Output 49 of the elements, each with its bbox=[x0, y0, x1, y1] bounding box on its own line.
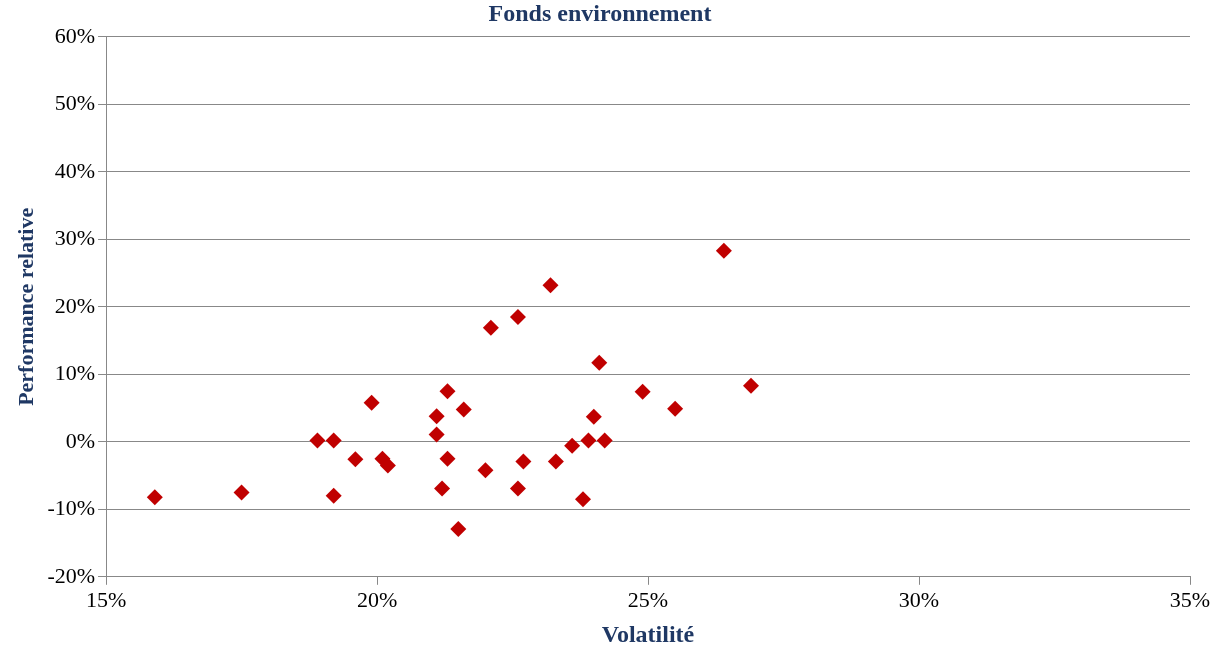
point bbox=[309, 432, 326, 449]
point bbox=[379, 457, 396, 474]
y-tick-label: 0% bbox=[65, 427, 96, 453]
y-tick-label: 20% bbox=[54, 292, 96, 318]
point bbox=[515, 453, 532, 470]
point bbox=[591, 354, 608, 371]
point bbox=[439, 383, 456, 400]
point bbox=[667, 400, 684, 417]
point bbox=[547, 453, 564, 470]
x-tick-label: 30% bbox=[898, 586, 940, 612]
point bbox=[542, 277, 559, 294]
y-tick-label: -10% bbox=[47, 495, 96, 521]
x-tick-label: 35% bbox=[1169, 586, 1211, 612]
point bbox=[580, 432, 597, 449]
y-tick-label: 30% bbox=[54, 225, 96, 251]
point bbox=[146, 489, 163, 506]
point bbox=[743, 377, 759, 394]
y-tick-label: -20% bbox=[47, 562, 96, 588]
point bbox=[450, 520, 467, 537]
y-tick-label: 60% bbox=[54, 22, 96, 48]
point bbox=[428, 426, 445, 443]
point bbox=[347, 451, 364, 468]
point bbox=[634, 383, 651, 400]
point bbox=[509, 308, 526, 325]
point bbox=[455, 401, 472, 418]
x-tick-label: 15% bbox=[85, 586, 127, 612]
point bbox=[477, 462, 494, 479]
point bbox=[325, 487, 342, 504]
point bbox=[428, 408, 445, 425]
chart-title: Fonds environnement bbox=[488, 0, 712, 26]
x-axis-title: Volatilité bbox=[601, 620, 695, 647]
point bbox=[434, 480, 451, 497]
y-tick-label: 40% bbox=[54, 157, 96, 183]
point bbox=[325, 432, 342, 449]
point bbox=[482, 319, 499, 336]
y-tick-label: 10% bbox=[54, 360, 96, 386]
point bbox=[233, 484, 250, 501]
point bbox=[439, 450, 456, 467]
point bbox=[363, 394, 380, 411]
point bbox=[564, 437, 581, 454]
x-tick-label: 20% bbox=[356, 586, 398, 612]
point bbox=[585, 408, 602, 425]
point bbox=[596, 432, 613, 449]
x-tick-label: 25% bbox=[627, 586, 669, 612]
point bbox=[715, 242, 732, 259]
y-axis-title: Performance relative bbox=[12, 207, 38, 406]
point bbox=[509, 480, 526, 497]
y-tick-label: 50% bbox=[54, 90, 96, 116]
point bbox=[574, 491, 591, 508]
